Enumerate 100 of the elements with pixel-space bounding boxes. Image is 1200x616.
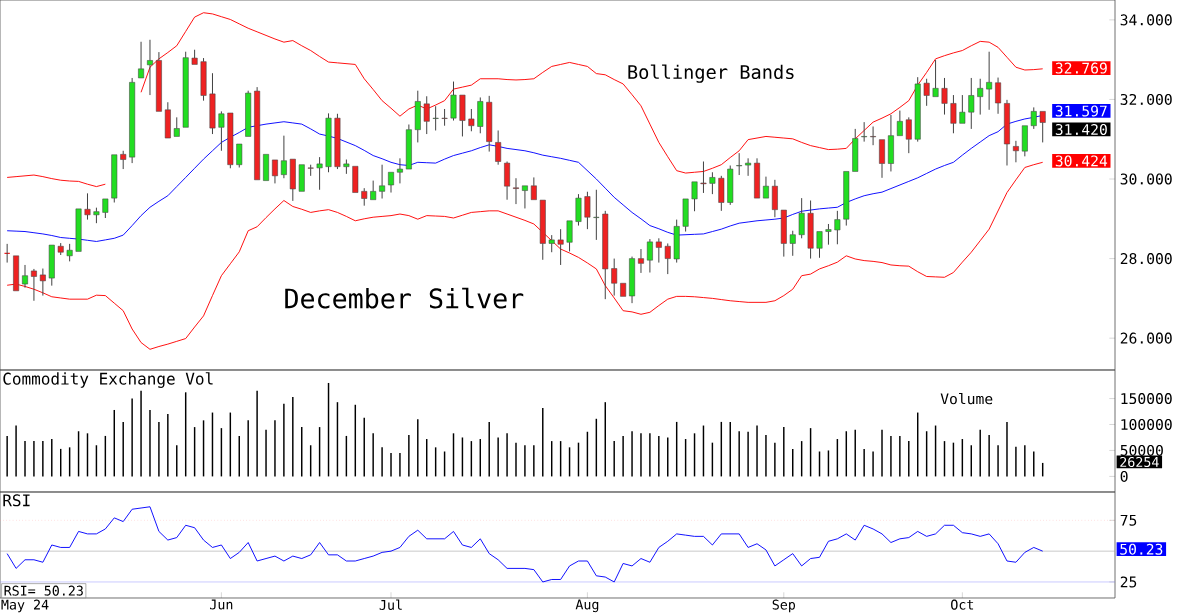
candlestick xyxy=(254,86,261,181)
candlestick xyxy=(530,176,537,200)
candlestick xyxy=(147,39,153,96)
candlestick xyxy=(655,237,662,264)
candlestick xyxy=(566,220,573,252)
candlestick xyxy=(334,113,341,170)
candlestick xyxy=(852,128,859,172)
candlestick xyxy=(548,234,555,253)
candlestick xyxy=(343,159,350,175)
candlestick xyxy=(771,179,778,218)
candlestick xyxy=(263,154,269,181)
annotation: RSI= 50.23 xyxy=(4,585,83,596)
candlestick xyxy=(30,268,37,302)
candlestick xyxy=(423,95,430,135)
y-tick-label: 25 xyxy=(1120,576,1137,588)
candlestick xyxy=(843,171,850,227)
chart-title: RSI xyxy=(3,494,30,507)
candlestick xyxy=(370,180,377,200)
candlestick xyxy=(754,157,760,199)
candlestick xyxy=(486,95,493,153)
candlestick xyxy=(129,77,136,164)
candlestick xyxy=(361,187,368,207)
candlestick xyxy=(932,59,939,97)
candlestick xyxy=(22,264,28,289)
candlestick xyxy=(495,129,502,166)
x-tick-label: Aug xyxy=(575,599,599,613)
candlestick xyxy=(575,193,582,227)
candlestick xyxy=(602,210,609,300)
candlestick xyxy=(950,94,957,134)
candlestick xyxy=(986,51,993,111)
candlestick xyxy=(736,152,743,176)
candlestick xyxy=(861,121,868,143)
candlestick xyxy=(700,161,707,194)
annotation: December Silver xyxy=(285,287,524,309)
text: 50.23 xyxy=(1120,543,1163,555)
candlestick xyxy=(584,191,591,230)
candlestick xyxy=(450,81,457,122)
y-tick-label: 26.000 xyxy=(1120,332,1172,344)
candlestick xyxy=(352,166,359,193)
y-tick-label: 28.000 xyxy=(1120,253,1172,265)
y-tick-label: 34.000 xyxy=(1120,14,1172,26)
candlestick xyxy=(513,177,519,205)
candlestick xyxy=(155,51,162,112)
text: 31.420 xyxy=(1055,123,1107,136)
candlestick xyxy=(896,110,903,136)
candlestick xyxy=(102,198,109,219)
candlestick xyxy=(84,192,91,221)
candlestick xyxy=(209,72,216,135)
candlestick xyxy=(1030,106,1037,130)
candlestick xyxy=(93,207,100,224)
y-tick-label: 75 xyxy=(1120,514,1137,526)
candlestick xyxy=(977,78,984,116)
candlestick xyxy=(789,230,796,257)
candlestick xyxy=(39,268,46,297)
candlestick xyxy=(459,94,466,137)
text: 31.597 xyxy=(1055,105,1107,117)
x-tick-label: Jun xyxy=(210,599,233,610)
candlestick xyxy=(75,208,82,252)
candlestick xyxy=(834,210,841,245)
candlestick xyxy=(887,114,894,172)
candlestick xyxy=(691,181,698,212)
candlestick xyxy=(316,156,323,191)
candlestick xyxy=(521,185,528,209)
y-tick-label: 30.000 xyxy=(1120,173,1172,185)
x-tick-label: Sep xyxy=(772,599,796,613)
candlestick xyxy=(905,116,912,154)
candlestick xyxy=(397,157,403,184)
candlestick xyxy=(593,189,600,241)
candlestick xyxy=(200,57,207,102)
candlestick xyxy=(307,164,314,177)
y-tick-label: 32.000 xyxy=(1120,93,1172,105)
candlestick xyxy=(745,157,752,177)
candlestick xyxy=(646,238,653,274)
y-tick-label: 0 xyxy=(1120,470,1128,482)
candlestick xyxy=(57,242,64,256)
candlestick xyxy=(923,78,930,107)
candlestick xyxy=(432,105,439,131)
candlestick xyxy=(182,51,189,128)
candlestick xyxy=(557,228,564,266)
candlestick xyxy=(13,255,20,292)
candlestick xyxy=(441,108,448,127)
candlestick xyxy=(379,164,386,200)
candlestick xyxy=(718,175,725,212)
candlestick xyxy=(405,124,412,170)
candlestick xyxy=(763,176,769,199)
candlestick xyxy=(1021,125,1028,157)
candlestick xyxy=(727,164,734,206)
text: 30.424 xyxy=(1055,155,1108,167)
text: 32.769 xyxy=(1055,62,1107,74)
candlestick xyxy=(272,159,278,184)
candlestick xyxy=(504,161,511,201)
annotation: Volume xyxy=(940,392,993,405)
candlestick xyxy=(682,198,689,233)
x-tick-label: Oct xyxy=(951,599,974,610)
candlestick xyxy=(1012,140,1019,163)
candlestick xyxy=(941,77,948,116)
candlestick xyxy=(816,231,823,259)
candlestick xyxy=(807,200,814,260)
candlestick xyxy=(959,94,966,124)
candlestick xyxy=(298,164,305,192)
